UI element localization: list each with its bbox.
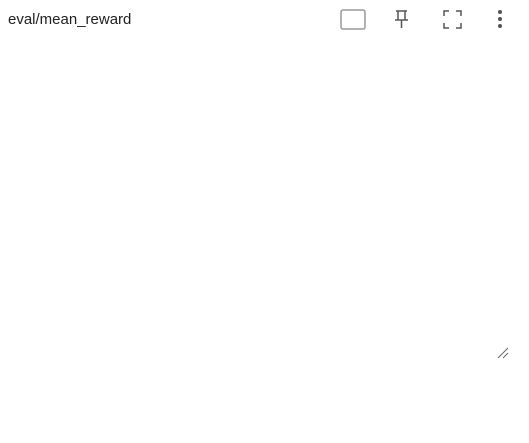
fit-domain-button[interactable] [340,9,366,30]
toolbar [340,9,502,30]
pin-button[interactable] [395,10,408,28]
fullscreen-button[interactable] [443,10,462,29]
chart-title: eval/mean_reward [8,11,131,28]
menu-button[interactable] [498,10,502,28]
resize-handle[interactable] [497,347,509,359]
